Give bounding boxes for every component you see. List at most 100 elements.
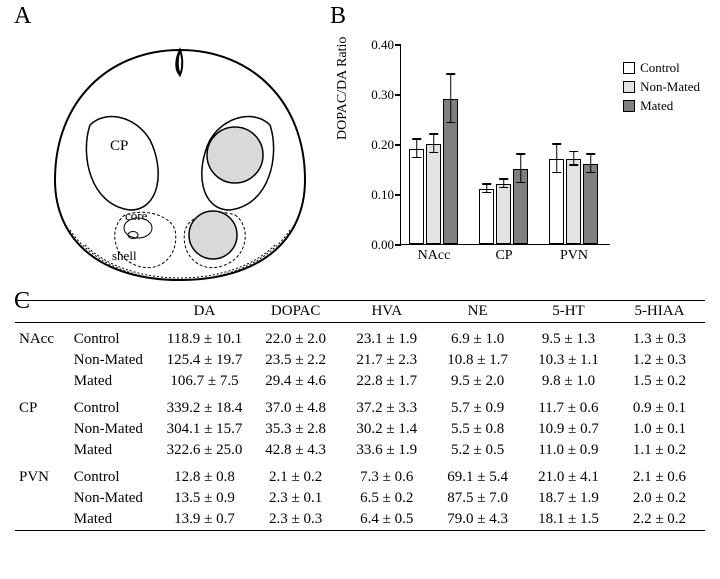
table-cell: 9.8 ± 1.0	[523, 371, 614, 392]
table-row: PVNControl12.8 ± 0.82.1 ± 0.27.3 ± 0.669…	[15, 467, 705, 488]
table-cell: 118.9 ± 10.1	[159, 329, 250, 350]
table-region-label	[15, 350, 70, 371]
table-region-label	[15, 440, 70, 461]
table-cell: 6.4 ± 0.5	[341, 509, 432, 531]
error-bar	[520, 153, 522, 183]
table-cell: 5.2 ± 0.5	[432, 440, 523, 461]
error-bar	[503, 178, 505, 188]
data-table: DADOPACHVANE5-HT5-HIAA NAccControl118.9 …	[15, 300, 705, 531]
table-column-header: 5-HT	[523, 301, 614, 323]
table-cell: 10.9 ± 0.7	[523, 419, 614, 440]
error-bar	[450, 73, 452, 123]
table-cell: 30.2 ± 1.4	[341, 419, 432, 440]
table-row: NAccControl118.9 ± 10.122.0 ± 2.023.1 ± …	[15, 329, 705, 350]
chart-legend: Control Non-Mated Mated	[623, 60, 700, 117]
table-cell: 106.7 ± 7.5	[159, 371, 250, 392]
table-group-label: Non-Mated	[70, 488, 159, 509]
table-cell: 11.0 ± 0.9	[523, 440, 614, 461]
legend-swatch	[623, 100, 635, 112]
table-row: Mated13.9 ± 0.72.3 ± 0.36.4 ± 0.579.0 ± …	[15, 509, 705, 531]
table-group-label: Mated	[70, 440, 159, 461]
table-row: Mated322.6 ± 25.042.8 ± 4.333.6 ± 1.95.2…	[15, 440, 705, 461]
panel-label-b: B	[330, 3, 346, 30]
table-cell: 6.5 ± 0.2	[341, 488, 432, 509]
table-cell: 35.3 ± 2.8	[250, 419, 341, 440]
table-cell: 87.5 ± 7.0	[432, 488, 523, 509]
table-cell: 18.1 ± 1.5	[523, 509, 614, 531]
table-cell: 37.2 ± 3.3	[341, 398, 432, 419]
table-cell: 23.5 ± 2.2	[250, 350, 341, 371]
table-cell: 322.6 ± 25.0	[159, 440, 250, 461]
table-group-label: Control	[70, 398, 159, 419]
table-cell: 2.0 ± 0.2	[614, 488, 705, 509]
table-cell: 29.4 ± 4.6	[250, 371, 341, 392]
legend-item: Control	[623, 60, 700, 76]
table-cell: 33.6 ± 1.9	[341, 440, 432, 461]
bar	[549, 159, 564, 244]
table-cell: 1.3 ± 0.3	[614, 329, 705, 350]
table-column-header: DA	[159, 301, 250, 323]
table-cell: 304.1 ± 15.7	[159, 419, 250, 440]
table-cell: 69.1 ± 5.4	[432, 467, 523, 488]
bar	[443, 99, 458, 244]
table-region-label: NAcc	[15, 329, 70, 350]
bar	[426, 144, 441, 244]
table-cell: 23.1 ± 1.9	[341, 329, 432, 350]
table-cell: 2.1 ± 0.2	[250, 467, 341, 488]
table-cell: 2.3 ± 0.1	[250, 488, 341, 509]
table-column-header: NE	[432, 301, 523, 323]
bar	[409, 149, 424, 244]
legend-label: Non-Mated	[640, 79, 700, 95]
table-row: CPControl339.2 ± 18.437.0 ± 4.837.2 ± 3.…	[15, 398, 705, 419]
table-column-header: 5-HIAA	[614, 301, 705, 323]
chart-ylabel: DOPAC/DA Ratio	[335, 37, 351, 140]
table-cell: 1.0 ± 0.1	[614, 419, 705, 440]
table-column-header: HVA	[341, 301, 432, 323]
table-cell: 2.3 ± 0.3	[250, 509, 341, 531]
bar	[566, 159, 581, 244]
bar	[496, 184, 511, 244]
category-label: NAcc	[404, 248, 464, 264]
legend-swatch	[623, 81, 635, 93]
diagram-label-cp: CP	[110, 138, 128, 154]
table-cell: 37.0 ± 4.8	[250, 398, 341, 419]
table-cell: 5.5 ± 0.8	[432, 419, 523, 440]
table-cell: 9.5 ± 2.0	[432, 371, 523, 392]
table-cell: 22.8 ± 1.7	[341, 371, 432, 392]
table-cell: 1.2 ± 0.3	[614, 350, 705, 371]
bar-chart: DOPAC/DA Ratio 0.000.100.200.300.40NAccC…	[345, 20, 710, 280]
bar	[583, 164, 598, 244]
table-region-label	[15, 419, 70, 440]
category-label: PVN	[544, 248, 604, 264]
table-region-label	[15, 509, 70, 531]
error-bar	[556, 143, 558, 173]
table-cell: 1.5 ± 0.2	[614, 371, 705, 392]
category-label: CP	[474, 248, 534, 264]
table-cell: 6.9 ± 1.0	[432, 329, 523, 350]
legend-item: Mated	[623, 98, 700, 114]
table-group-label: Non-Mated	[70, 350, 159, 371]
error-bar	[433, 133, 435, 153]
table-column-header: DOPAC	[250, 301, 341, 323]
table-cell: 42.8 ± 4.3	[250, 440, 341, 461]
bar	[479, 189, 494, 244]
table-region-label	[15, 371, 70, 392]
error-bar	[416, 138, 418, 158]
table-cell: 11.7 ± 0.6	[523, 398, 614, 419]
ytick-label: 0.30	[371, 87, 394, 103]
table-cell: 10.3 ± 1.1	[523, 350, 614, 371]
brain-diagram: CP core shell	[30, 30, 330, 290]
table-region-label	[15, 488, 70, 509]
legend-label: Mated	[640, 98, 673, 114]
table-cell: 79.0 ± 4.3	[432, 509, 523, 531]
table-cell: 0.9 ± 0.1	[614, 398, 705, 419]
table-cell: 1.1 ± 0.2	[614, 440, 705, 461]
ytick-label: 0.20	[371, 137, 394, 153]
table-row: Non-Mated304.1 ± 15.735.3 ± 2.830.2 ± 1.…	[15, 419, 705, 440]
table-cell: 5.7 ± 0.9	[432, 398, 523, 419]
legend-swatch	[623, 62, 635, 74]
table-cell: 13.5 ± 0.9	[159, 488, 250, 509]
ytick-label: 0.00	[371, 237, 394, 253]
table-cell: 12.8 ± 0.8	[159, 467, 250, 488]
diagram-label-core: core	[125, 208, 148, 223]
